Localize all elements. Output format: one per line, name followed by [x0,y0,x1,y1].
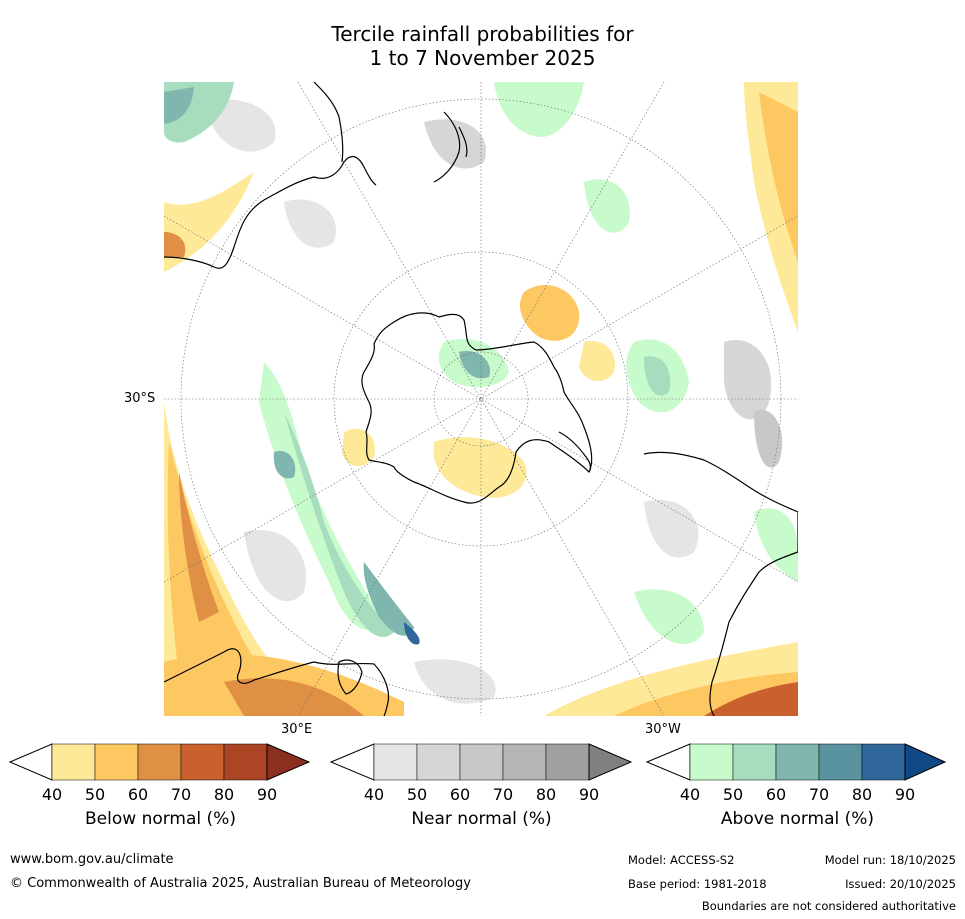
above-normal-region-northwest-core [164,87,194,124]
below-tick-70: 70 [171,785,191,804]
near-bin-60-70 [459,743,504,781]
below-normal-region-south-core [224,678,364,716]
above-normal-region-west-spot [273,451,296,479]
near-tick-50: 50 [407,785,427,804]
issued-date: Issued: 20/10/2025 [845,877,956,891]
below-tick-40: 40 [42,785,62,804]
rainfall-probability-map[interactable] [164,82,798,716]
below-normal-region-west-core [179,472,219,622]
above-normal-region-north [494,82,584,137]
above-normal-region-southeast-2 [754,508,798,582]
near-normal-region-4 [244,530,306,602]
boundaries-disclaimer: Boundaries are not considered authoritat… [701,899,956,913]
chart-title: Tercile rainfall probabilities for 1 to … [0,22,965,70]
below-tick-80: 80 [214,785,234,804]
above-bin-70-80 [818,743,863,781]
south-america-coastline [643,451,798,716]
new-zealand-south [458,126,468,158]
above-bin-60-70 [775,743,820,781]
legend-title-near: Near normal (%) [411,809,552,829]
below-bin-50-60 [94,743,139,781]
below-tick-60: 60 [128,785,148,804]
above-bin-80-90 [861,743,906,781]
below-normal-region-northeast-strong [759,92,798,262]
antarctica-coastline [361,312,593,504]
below-low-extend [8,743,53,781]
above-tick-80: 80 [852,785,872,804]
legend-title-below: Below normal (%) [85,809,236,829]
above-normal-region-southeast [634,589,704,644]
colorbar-below-normal: 40 50 60 70 80 90 [8,742,313,810]
madagascar-coastline [337,659,363,695]
below-bin-80-90 [223,743,268,781]
near-high-extend [588,743,633,781]
near-tick-90: 90 [579,785,599,804]
near-normal-region-8 [754,410,783,468]
below-normal-region-central-east [579,341,615,382]
colorbar-above-normal: 40 50 60 70 80 90 [645,742,950,810]
above-high-extend [904,743,947,781]
above-normal-region-antarctic-core [459,351,490,379]
above-low-extend [645,743,691,781]
near-normal-region-6 [644,500,699,558]
base-period: Base period: 1981-2018 [628,877,767,891]
colorbar-near-normal: 40 50 60 70 80 90 [329,742,634,810]
below-tick-90: 90 [257,785,277,804]
near-normal-region-5 [414,659,496,704]
australia-southeast [313,82,344,163]
near-bin-70-80 [502,743,547,781]
lon-label-30e: 30°E [281,722,313,737]
near-normal-region-7 [424,119,486,169]
above-normal-region-west-band-deep [404,622,420,645]
near-normal-region-2 [284,199,336,248]
new-zealand-north [433,111,461,183]
model-run: Model run: 18/10/2025 [824,853,956,867]
website-link[interactable]: www.bom.gov.au/climate [10,852,174,867]
above-tick-70: 70 [809,785,829,804]
near-low-extend [329,743,375,781]
lat-label-30s: 30°S [124,391,156,406]
below-normal-region-northwest-core [164,232,186,257]
coastlines [164,82,798,716]
above-normal-region-east-core [644,356,671,396]
near-bin-40-50 [373,743,418,781]
below-normal-region-west-strong [167,442,294,716]
near-tick-70: 70 [493,785,513,804]
above-tick-40: 40 [680,785,700,804]
above-tick-50: 50 [723,785,743,804]
legend-title-above: Above normal (%) [720,809,875,829]
near-bin-50-60 [416,743,461,781]
near-bin-80-90 [545,743,590,781]
below-bin-70-80 [180,743,225,781]
lon-label-30w: 30°W [645,722,681,737]
title-line-1: Tercile rainfall probabilities for [331,22,634,46]
below-normal-region-antarctic [433,437,527,498]
above-tick-60: 60 [766,785,786,804]
copyright-text: © Commonwealth of Australia 2025, Austra… [10,876,471,891]
above-bin-50-60 [732,743,777,781]
near-tick-40: 40 [364,785,384,804]
near-tick-60: 60 [450,785,470,804]
africa-coastline [164,648,390,716]
below-normal-region-central [519,284,580,341]
above-normal-region-west-band-core [363,562,414,636]
below-tick-50: 50 [85,785,105,804]
near-normal-region-3 [724,340,772,420]
above-normal-region-north-central [584,179,630,233]
near-tick-80: 80 [536,785,556,804]
above-tick-90: 90 [895,785,915,804]
antarctic-peninsula [558,431,592,473]
below-normal-region-southeast-core [704,682,798,716]
below-bin-60-70 [137,743,182,781]
below-high-extend [266,743,311,781]
title-line-2: 1 to 7 November 2025 [369,46,596,70]
graticule [164,82,798,716]
above-bin-40-50 [689,743,734,781]
below-normal-region-northwest [164,172,254,272]
model-name: Model: ACCESS-S2 [628,853,735,867]
australia-coastline [164,155,377,269]
below-bin-40-50 [51,743,96,781]
